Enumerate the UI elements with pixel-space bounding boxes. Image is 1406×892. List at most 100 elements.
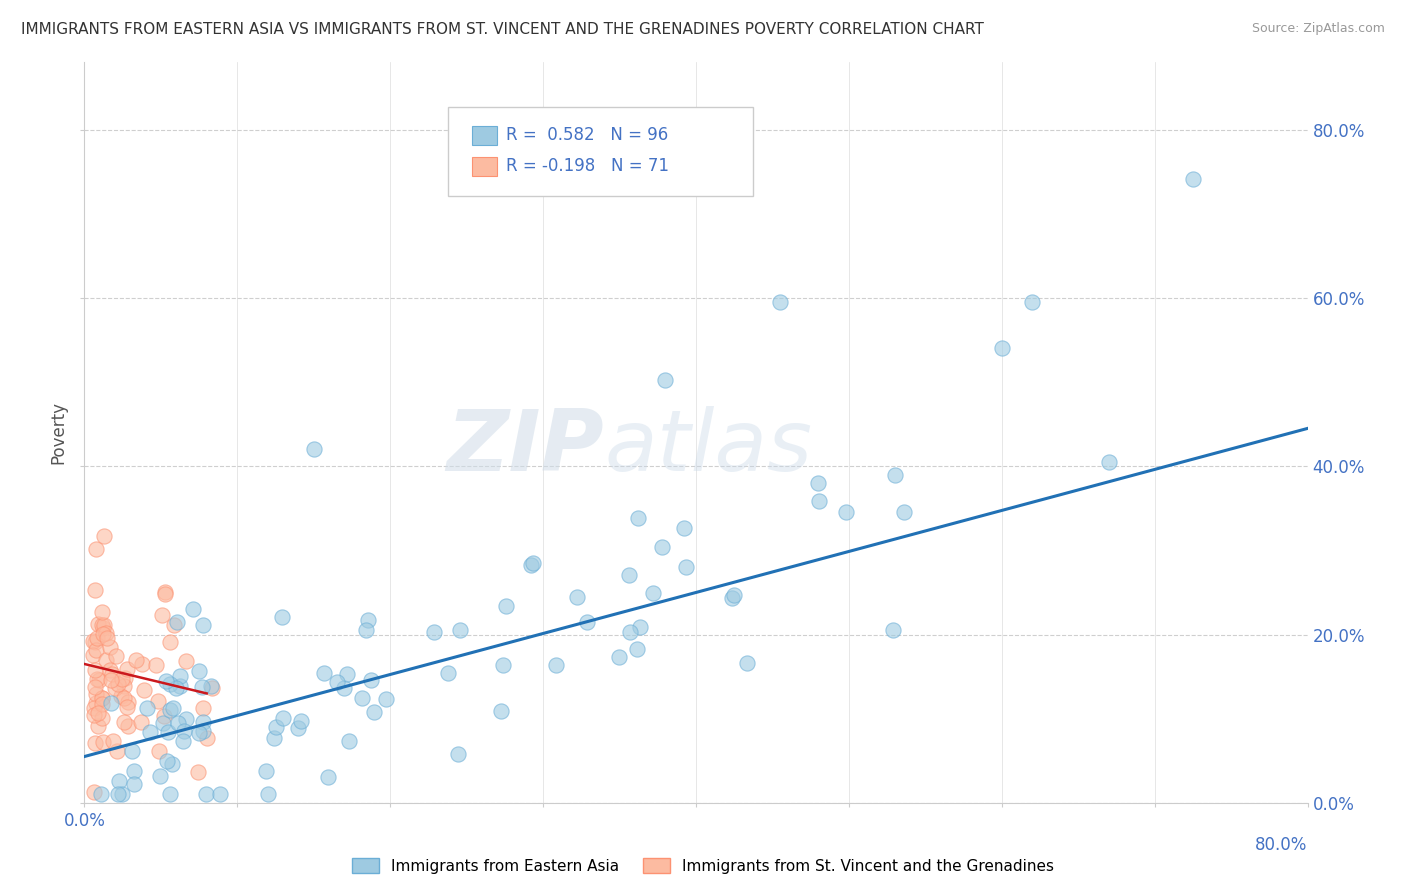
Point [129,714,152,729]
Point [135,700,157,714]
Point [87,617,110,632]
Point [437,666,460,681]
Point [96,632,118,646]
Point [166,716,188,731]
Point [254,764,277,779]
Text: IMMIGRANTS FROM EASTERN ASIA VS IMMIGRANTS FROM ST. VINCENT AND THE GRENADINES P: IMMIGRANTS FROM EASTERN ASIA VS IMMIGRAN… [21,22,984,37]
Point [112,679,135,693]
Point [723,588,745,602]
Point [195,788,218,802]
Point [104,681,127,696]
Point [157,725,180,739]
Point [91,626,114,640]
Point [619,625,641,640]
Point [148,744,170,758]
Point [363,705,385,719]
Point [209,788,232,802]
Point [132,683,155,698]
Point [169,668,191,682]
Text: atlas: atlas [605,406,813,489]
Point [145,657,167,672]
Point [159,703,181,717]
Point [98,663,121,677]
Point [156,754,179,768]
Point [159,788,181,802]
Point [609,650,631,665]
Point [83,708,105,723]
Bar [472,157,496,177]
Point [93,618,115,632]
Point [91,711,114,725]
Point [991,342,1014,356]
Point [165,681,187,696]
Point [94,625,117,640]
Point [354,623,377,637]
Legend: Immigrants from Eastern Asia, Immigrants from St. Vincent and the Grenadines: Immigrants from Eastern Asia, Immigrants… [346,852,1060,880]
Point [90,605,112,619]
Y-axis label: Poverty: Poverty [49,401,67,464]
Point [87,719,110,733]
Point [122,764,145,778]
Point [90,691,112,706]
Point [883,467,905,482]
Point [835,505,858,519]
Point [94,653,117,667]
Point [166,615,188,629]
Point [565,590,588,604]
Point [333,681,356,696]
Point [112,690,135,705]
Point [893,505,915,519]
Point [270,610,292,624]
Point [159,676,181,690]
Point [86,631,108,645]
Point [84,687,107,701]
Point [111,673,134,687]
Point [150,607,173,622]
Point [110,689,132,703]
Point [124,777,146,791]
Point [93,529,115,543]
Point [188,664,211,678]
Point [807,476,830,491]
Point [146,694,169,708]
Point [191,714,214,729]
Point [163,618,186,632]
Point [105,744,128,758]
Point [1181,171,1204,186]
Point [152,708,174,723]
Point [84,582,107,597]
Point [84,541,107,556]
Point [449,623,471,637]
Text: R =  0.582   N = 96: R = 0.582 N = 96 [506,126,669,144]
Point [201,681,224,695]
Point [575,615,598,629]
Point [626,642,648,657]
Point [117,695,139,709]
Point [131,657,153,672]
Point [83,785,105,799]
Point [155,587,177,601]
Point [290,714,312,728]
Point [101,734,124,748]
Point [105,649,128,664]
Point [190,680,212,694]
Point [357,613,380,627]
Point [492,658,515,673]
Point [91,621,114,635]
Point [520,558,543,572]
Point [115,700,138,714]
Point [84,681,107,695]
Point [672,521,695,535]
Point [1098,455,1121,469]
Point [90,697,112,711]
Point [101,667,124,681]
Text: ZIP: ZIP [447,406,605,489]
Point [91,618,114,632]
Point [149,769,172,783]
Point [675,559,697,574]
Point [91,691,114,706]
Point [263,731,285,745]
Point [522,557,544,571]
Point [152,716,174,731]
Point [360,673,382,687]
